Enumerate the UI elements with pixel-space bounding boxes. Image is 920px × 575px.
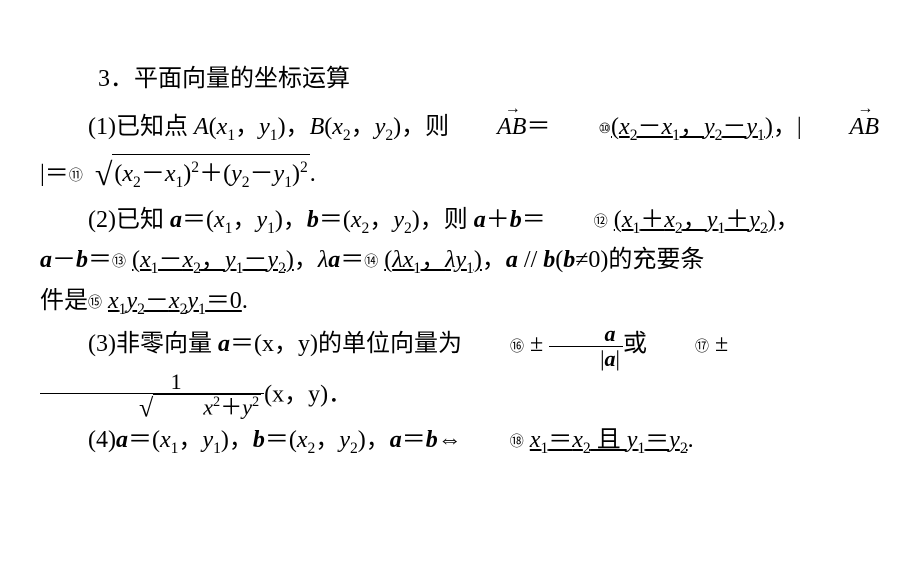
item-2-continued: a－b＝⑬ (x1－x2，y1－y2)，λa＝⑭ (λx1，λy1)，a // … — [40, 241, 880, 282]
item-3: (3)非零向量 a＝(x，y)的单位向量为⑯ ± a|a|或⑰ ± 1√x2＋y… — [40, 322, 880, 421]
blank-11-icon: ⑪ — [69, 165, 83, 188]
vector-AB: →AB — [449, 108, 526, 148]
var-a: a — [170, 207, 182, 233]
blank-16-icon: ⑯ — [462, 336, 524, 359]
vector-AB-2: →AB — [802, 108, 879, 148]
text: . — [688, 427, 694, 453]
text: ＝(x2，y2)， — [265, 427, 390, 453]
blank-17-icon: ⑰ — [647, 336, 709, 359]
item-4: (4)a＝(x1，y1)，b＝(x2，y2)，a＝b⇔⑱ x1＝x2 且 y1＝… — [40, 421, 880, 462]
text: ，则 — [401, 114, 449, 140]
text: ，则 — [420, 207, 474, 233]
item-1: (1)已知点 A(x1，y1)，B(x2，y2)，则→AB＝⑩(x2－x1，y2… — [40, 108, 880, 149]
text: 或 — [623, 332, 647, 358]
blank-15-icon: ⑮ — [88, 292, 102, 315]
blank-18-icon: ⑱ — [462, 431, 524, 454]
text: ＝(x1，y1)， — [182, 207, 307, 233]
text: ≠0)的充要条 — [575, 247, 704, 273]
text: ，| — [773, 114, 802, 140]
text: . — [310, 161, 316, 187]
answer-13: (x1－x2，y1－y2) — [132, 247, 294, 273]
text: ＝(x1，y1)， — [128, 427, 253, 453]
var-A: A — [194, 114, 209, 140]
text: (x，y)． — [264, 381, 352, 407]
text: (x2，y2) — [324, 114, 401, 140]
answer-18: x1＝x2 且 y1＝y2 — [530, 427, 688, 453]
answer-14: (λx1，λy1) — [384, 247, 482, 273]
section-heading: 3．平面向量的坐标运算 — [98, 60, 880, 100]
item-2: (2)已知 a＝(x1，y1)，b＝(x2，y2)，则 a＋b＝⑫ (x1＋x2… — [40, 201, 880, 242]
text: (1)已知点 — [88, 114, 194, 140]
text: (x1，y1)， — [209, 114, 310, 140]
blank-13-icon: ⑬ — [112, 251, 126, 274]
text: ＝(x，y)的单位向量为 — [230, 332, 462, 358]
blank-12-icon: ⑫ — [546, 211, 608, 234]
fraction-a-over-mag-a: a|a| — [549, 322, 623, 369]
text: |＝ — [40, 161, 69, 187]
item-2-continued-2: 件是⑮ x1y2－x2y1＝0. — [40, 282, 880, 323]
text: ＝ — [526, 114, 550, 140]
text: 件是 — [40, 288, 88, 314]
text: (2)已知 — [88, 207, 170, 233]
item-1-continued: |＝⑪ √(x2－x1)2＋(y2－y1)2. — [40, 148, 880, 201]
document-page: 3．平面向量的坐标运算 (1)已知点 A(x1，y1)，B(x2，y2)，则→A… — [0, 0, 920, 502]
text: ＝(x2，y2) — [319, 207, 420, 233]
text: . — [242, 288, 248, 314]
answer-10: (x2－x1，y2－y1) — [611, 114, 773, 140]
blank-14-icon: ⑭ — [364, 251, 378, 274]
text: (4) — [88, 427, 116, 453]
text: ± — [524, 332, 549, 358]
var-b: b — [307, 207, 319, 233]
answer-12: (x1＋x2，y1＋y2) — [614, 207, 776, 233]
text: // — [518, 247, 543, 273]
sqrt-expr: √(x2－x1)2＋(y2－y1)2 — [95, 148, 310, 201]
iff-symbol: ⇔ — [438, 427, 462, 453]
text: ± — [709, 332, 728, 358]
fraction-reciprocal-norm: 1√x2＋y2 — [40, 370, 264, 422]
answer-15: x1y2－x2y1＝0 — [108, 288, 242, 314]
blank-10-icon: ⑩ — [550, 118, 611, 141]
text: (3)非零向量 — [88, 332, 218, 358]
var-B: B — [310, 114, 325, 140]
